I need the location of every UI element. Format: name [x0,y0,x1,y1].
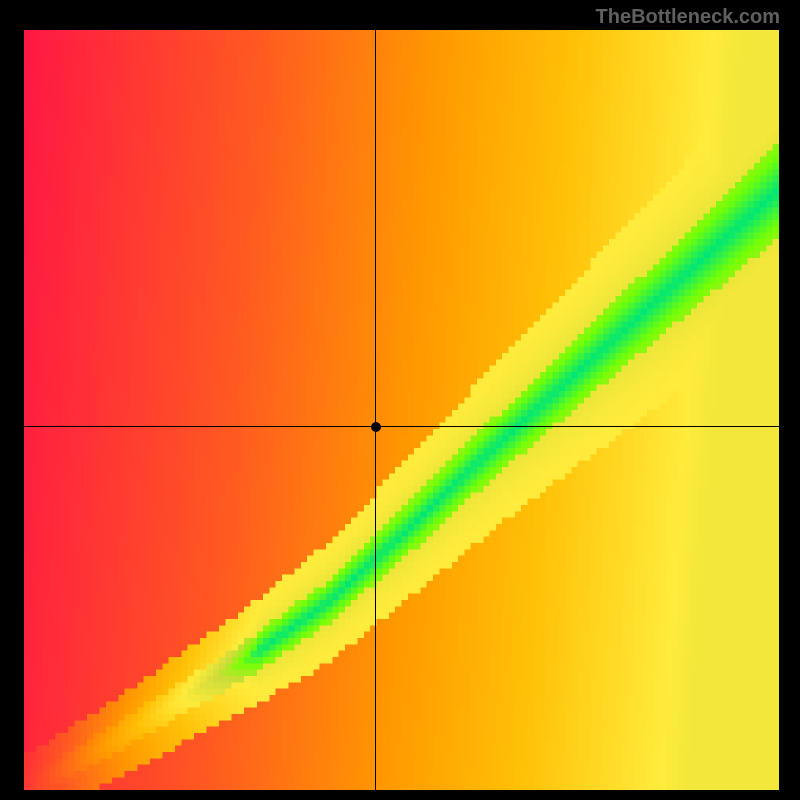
heatmap-plot [24,30,779,790]
crosshair-vertical [375,30,376,790]
heatmap-canvas [24,30,779,790]
crosshair-marker [371,422,381,432]
crosshair-horizontal [24,426,779,427]
watermark-text: TheBottleneck.com [596,6,780,29]
